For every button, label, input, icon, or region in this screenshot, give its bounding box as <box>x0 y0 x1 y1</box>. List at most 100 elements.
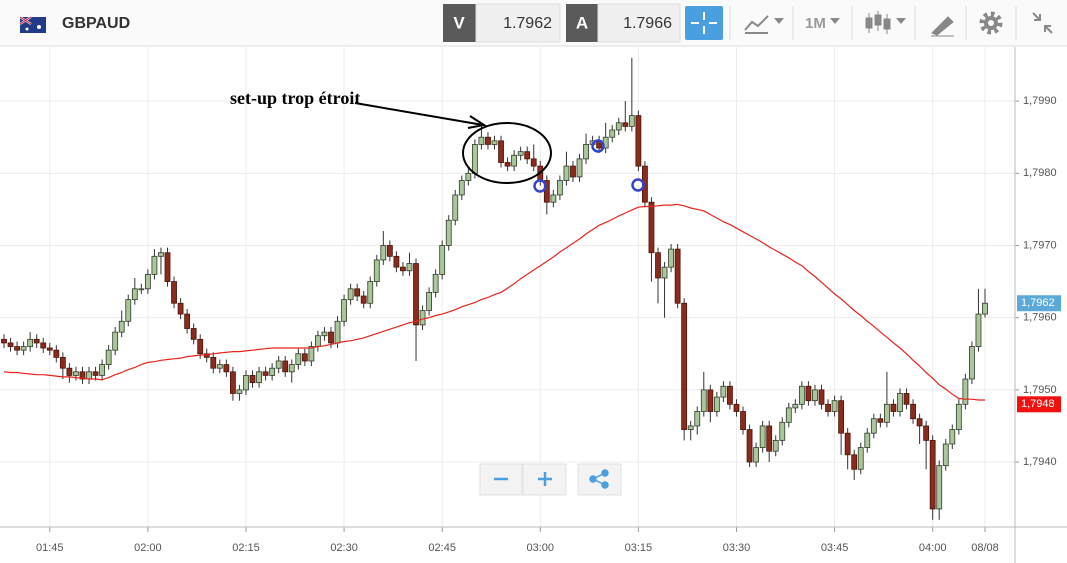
candle-body <box>53 349 60 358</box>
candle-body <box>14 346 20 351</box>
candle-body <box>243 375 249 391</box>
candle-body <box>92 371 99 376</box>
marker-circle <box>591 139 605 153</box>
candle-body <box>759 425 766 449</box>
candle-body <box>897 393 903 412</box>
candle-body <box>386 245 393 257</box>
candle-body <box>46 347 53 351</box>
y-tick-label: 1,7980 <box>1023 167 1057 179</box>
candle-body <box>210 356 217 369</box>
candle-body <box>216 364 223 369</box>
candle-body <box>158 252 164 257</box>
y-tick-label: 1,7940 <box>1023 456 1057 468</box>
candle-body <box>910 403 916 420</box>
symbol[interactable]: GBPAUD <box>62 15 130 32</box>
candle-body <box>563 165 570 181</box>
candle-body <box>400 266 406 272</box>
moving-average-line <box>3 203 985 401</box>
candle-body <box>27 338 34 347</box>
candle-body <box>982 302 988 315</box>
candle-body <box>942 443 949 467</box>
candle-body <box>812 389 818 402</box>
draw-icon[interactable] <box>931 16 954 37</box>
candle-body <box>655 252 661 279</box>
dropdown-caret[interactable] <box>774 18 784 24</box>
chart-type-icon[interactable] <box>744 15 769 34</box>
candle-body <box>576 158 583 178</box>
y-tick-label: 1,7960 <box>1023 312 1057 324</box>
y-tick-label: 1,7990 <box>1023 95 1057 107</box>
candle-body <box>511 154 518 167</box>
settings-icon[interactable] <box>979 11 1003 35</box>
candle-body <box>282 360 289 373</box>
candle-body <box>478 136 485 145</box>
candle-body <box>256 371 262 384</box>
candle-body <box>118 320 125 333</box>
candle-body <box>609 129 616 138</box>
candle-body <box>628 115 635 127</box>
candle-body <box>681 302 688 430</box>
timeframe[interactable]: 1M <box>805 15 826 32</box>
candle-body <box>301 353 308 362</box>
candle-body <box>825 403 831 412</box>
candle-body <box>144 273 151 290</box>
candle-body <box>380 245 387 261</box>
bid-box[interactable] <box>475 3 561 43</box>
plus-icon <box>538 472 552 486</box>
candle-body <box>445 219 452 246</box>
candle-body <box>321 331 328 337</box>
candle-body <box>99 364 105 376</box>
candle-body <box>40 342 47 349</box>
candle-body <box>727 385 733 405</box>
candle-body <box>164 252 171 282</box>
candle-body <box>838 400 845 434</box>
candle-body <box>648 201 655 254</box>
price-label-box <box>1017 295 1061 312</box>
candle-body <box>740 411 746 430</box>
candle-body <box>929 439 936 510</box>
candle-body <box>203 353 210 358</box>
candle-body <box>524 151 531 160</box>
candle-body <box>341 299 347 322</box>
candle-body <box>583 144 589 160</box>
collapse-icon[interactable] <box>1032 12 1053 34</box>
candle-body <box>622 122 629 127</box>
candle-body <box>550 194 557 203</box>
candle-body <box>328 331 334 344</box>
candle-body <box>105 349 112 365</box>
candle-body <box>818 389 825 405</box>
candle-body <box>975 313 982 347</box>
bid-button[interactable] <box>443 4 476 42</box>
candle-body <box>884 403 890 423</box>
share-button[interactable] <box>577 463 622 496</box>
candle-body <box>668 248 674 268</box>
dropdown-caret[interactable] <box>896 18 906 24</box>
ask-label[interactable]: A <box>576 13 588 32</box>
candle-body <box>713 396 720 412</box>
annotation-text: set-up trop étroit <box>230 88 360 108</box>
crosshair-button[interactable] <box>685 6 723 40</box>
candle-body <box>151 255 158 275</box>
bid-price[interactable]: 1.7962 <box>503 15 552 32</box>
ask-price[interactable]: 1.7966 <box>623 15 672 32</box>
candle-body <box>949 429 956 445</box>
annotation-arrow <box>354 102 484 126</box>
candle-body <box>66 367 73 376</box>
toolbar: GBPAUD V 1.7962 A 1.7966 1M <box>0 0 1067 47</box>
ask-button[interactable] <box>566 4 598 42</box>
y-tick-label: 1,7950 <box>1023 384 1057 396</box>
candle-body <box>923 425 930 441</box>
candle-body <box>360 295 367 304</box>
bid-label[interactable]: V <box>453 13 465 32</box>
price-label: 1,7962 <box>1021 297 1055 309</box>
candle-body <box>870 418 877 434</box>
crosshair-icon <box>691 12 717 34</box>
candle-body <box>792 403 799 409</box>
candle-body <box>112 331 119 351</box>
ask-box[interactable] <box>597 3 681 43</box>
candle-icon[interactable] <box>865 11 891 34</box>
x-tick-label: 01:45 <box>36 542 64 554</box>
dropdown-caret[interactable] <box>830 18 840 24</box>
candle-body <box>59 356 66 369</box>
